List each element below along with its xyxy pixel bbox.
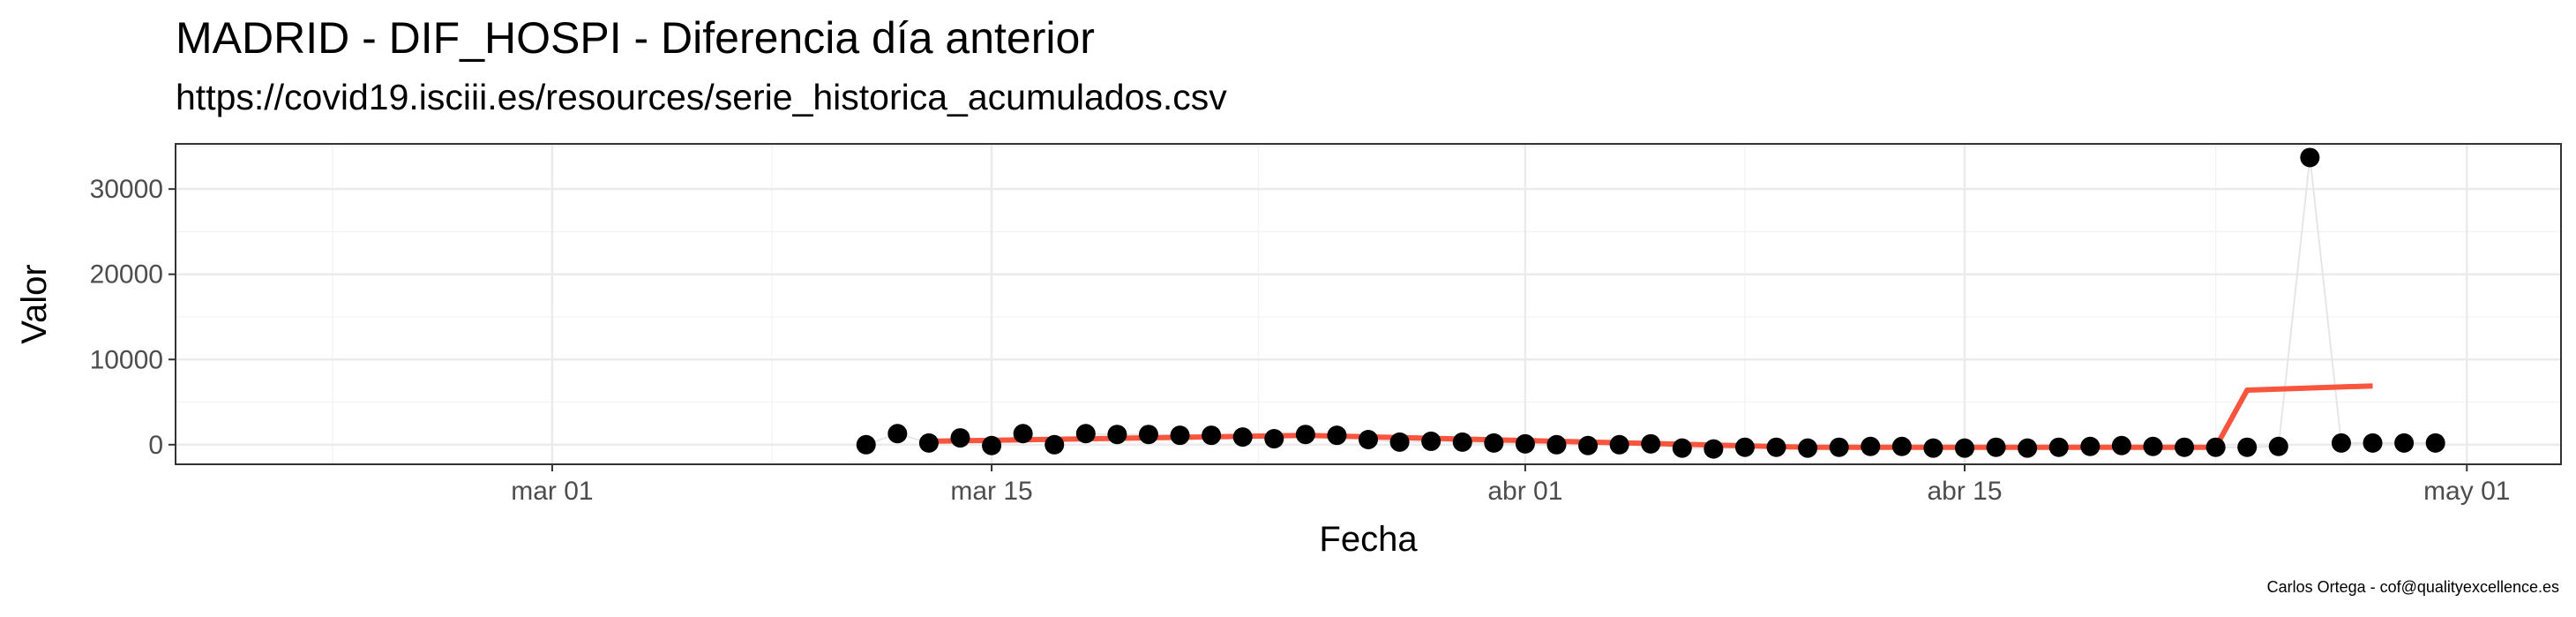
chart-caption: Carlos Ortega - cof@qualityexcellence.es <box>2266 578 2559 596</box>
data-point <box>1766 437 1786 457</box>
data-point <box>2394 433 2415 453</box>
chart-title: MADRID - DIF_HOSPI - Diferencia día ante… <box>176 13 1095 63</box>
data-point <box>2111 435 2131 455</box>
x-tick-label: mar 15 <box>950 477 1032 506</box>
data-point <box>1798 438 1818 458</box>
data-point <box>1421 431 1442 451</box>
data-point <box>1704 439 1724 459</box>
x-axis: mar 01 mar 15 abr 01 abr 15 may 01 <box>511 464 2510 506</box>
data-point <box>856 434 876 455</box>
x-tick-label: mar 01 <box>511 477 593 506</box>
y-axis: 0 10000 20000 30000 <box>90 175 176 460</box>
data-point <box>2018 438 2038 458</box>
data-point <box>1013 424 1033 444</box>
panel-border <box>175 143 2562 465</box>
data-point <box>2237 437 2258 457</box>
data-point <box>1672 438 1692 458</box>
data-point <box>1734 437 1755 457</box>
data-point <box>1202 425 1222 446</box>
data-point <box>2425 433 2445 453</box>
data-point <box>1515 433 1535 454</box>
series-layer <box>856 147 2445 459</box>
x-tick-label: may 01 <box>2423 477 2510 506</box>
data-point <box>950 428 970 448</box>
data-point <box>1609 434 1629 455</box>
data-point <box>1075 424 1096 444</box>
data-point <box>1923 438 1943 458</box>
data-point <box>1045 434 1065 455</box>
data-point <box>1578 435 1599 455</box>
y-tick-label: 20000 <box>90 260 163 290</box>
data-point <box>982 435 1002 455</box>
x-tick-label: abr 15 <box>1927 477 2002 506</box>
data-point <box>2080 436 2100 456</box>
data-point <box>2300 147 2320 168</box>
data-point <box>1138 425 1158 445</box>
data-point <box>2363 433 2383 453</box>
data-point <box>1861 436 1881 456</box>
data-point <box>1359 430 1378 450</box>
data-point <box>2048 437 2069 457</box>
data-point <box>1891 436 1912 456</box>
data-point <box>1955 438 1974 458</box>
data-point <box>1170 425 1190 446</box>
y-tick-label: 30000 <box>90 175 163 204</box>
minor-gridlines <box>176 144 2561 464</box>
data-point <box>1484 433 1504 453</box>
data-point <box>1452 432 1472 452</box>
data-point <box>1327 425 1347 446</box>
data-point <box>1232 427 1253 448</box>
y-tick-label: 10000 <box>90 345 163 374</box>
data-point <box>2331 433 2351 453</box>
panel-background <box>176 144 2561 464</box>
data-point <box>1107 425 1127 445</box>
data-point <box>1546 434 1567 455</box>
data-point <box>2143 436 2163 456</box>
data-point <box>2175 437 2195 457</box>
y-tick-label: 0 <box>148 431 163 460</box>
data-point <box>1829 437 1849 457</box>
data-point <box>1389 432 1410 452</box>
data-point <box>2268 436 2288 456</box>
data-point <box>1641 433 1661 454</box>
chart-subtitle: https://covid19.isciii.es/resources/seri… <box>176 77 1227 117</box>
data-point <box>1264 429 1284 449</box>
x-tick-label: abr 01 <box>1487 477 1562 506</box>
data-point <box>1295 425 1315 445</box>
data-point <box>887 424 908 444</box>
data-point <box>2205 437 2226 457</box>
y-axis-title: Valor <box>15 264 54 343</box>
data-point <box>918 433 939 453</box>
x-axis-title: Fecha <box>1319 520 1418 559</box>
data-point <box>1986 437 2006 457</box>
